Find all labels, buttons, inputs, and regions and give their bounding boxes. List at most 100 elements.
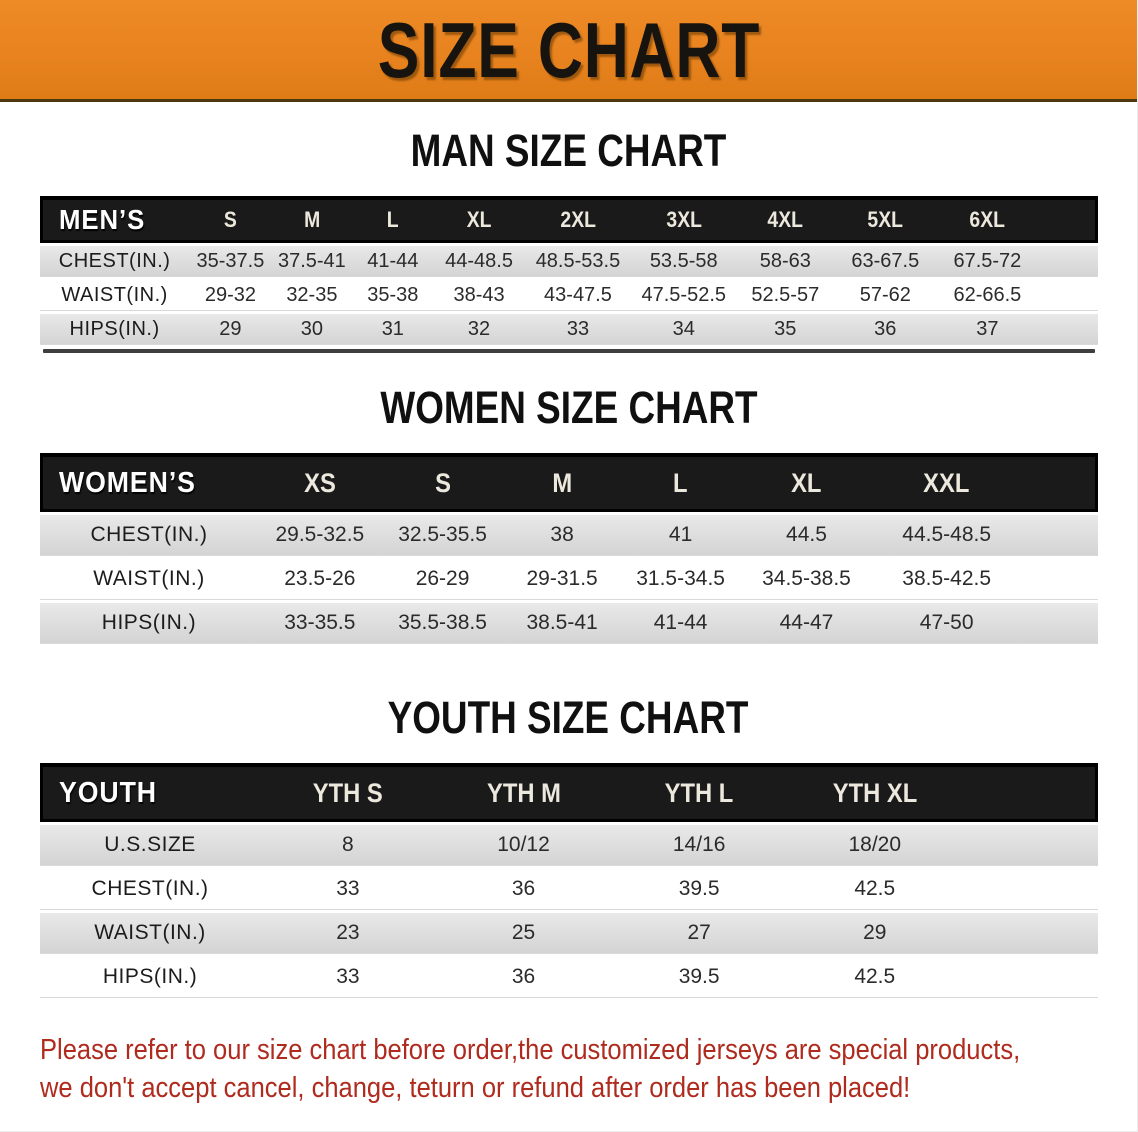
spacer-cell — [1020, 515, 1098, 556]
women-size-col: XL — [740, 453, 873, 512]
table-cell: 58-63 — [736, 246, 835, 277]
table-cell: 26-29 — [381, 559, 504, 600]
banner-title: SIZE CHART — [377, 5, 760, 94]
table-row: CHEST(IN.) 35-37.5 37.5-41 41-44 44-48.5… — [40, 246, 1098, 277]
men-section-title-text: MAN SIZE CHART — [410, 125, 727, 176]
spacer-cell — [1038, 314, 1098, 345]
table-cell: 38 — [503, 515, 621, 556]
youth-section-title-text: YOUTH SIZE CHART — [388, 692, 749, 743]
table-cell: 41-44 — [620, 603, 741, 644]
row-label: WAIST(IN.) — [40, 559, 258, 600]
table-row: CHEST(IN.) 33 36 39.5 42.5 — [40, 869, 1098, 910]
table-row: WAIST(IN.) 23.5-26 26-29 29-31.5 31.5-34… — [40, 559, 1098, 600]
table-cell: 35-38 — [352, 280, 434, 311]
women-size-col: M — [503, 453, 621, 512]
spacer-cell — [1038, 196, 1098, 243]
disclaimer-line-2: we don't accept cancel, change, teturn o… — [40, 1072, 911, 1105]
table-cell: 38.5-41 — [503, 603, 621, 644]
disclaimer-text: Please refer to our size chart before or… — [40, 1031, 1137, 1108]
table-cell: 33 — [260, 957, 436, 998]
table-cell: 29 — [786, 913, 963, 954]
table-row: CHEST(IN.) 29.5-32.5 32.5-35.5 38 41 44.… — [40, 515, 1098, 556]
spacer-cell — [1020, 603, 1098, 644]
table-cell: 23 — [260, 913, 436, 954]
spacer-cell — [962, 869, 1098, 910]
row-label: WAIST(IN.) — [40, 913, 261, 954]
men-size-table: MEN’S S M L XL 2XL 3XL 4XL 5XL 6XL CHEST… — [40, 193, 1098, 348]
table-row: WAIST(IN.) 23 25 27 29 — [40, 913, 1098, 954]
table-cell: 53.5-58 — [631, 246, 737, 277]
table-cell: 38-43 — [433, 280, 525, 311]
men-size-col: L — [352, 196, 434, 243]
women-size-table: WOMEN’S XS S M L XL XXL CHEST(IN.) 29.5-… — [40, 450, 1098, 647]
table-cell: 35-37.5 — [189, 246, 272, 277]
table-cell: 52.5-57 — [736, 280, 835, 311]
table-cell: 43-47.5 — [524, 280, 632, 311]
banner: SIZE CHART — [0, 0, 1137, 102]
youth-table-header-row: YOUTH YTH S YTH M YTH L YTH XL — [40, 763, 1098, 822]
table-cell: 67.5-72 — [936, 246, 1039, 277]
table-row: U.S.SIZE 8 10/12 14/16 18/20 — [40, 825, 1098, 866]
table-cell: 36 — [834, 314, 937, 345]
table-row: HIPS(IN.) 33-35.5 35.5-38.5 38.5-41 41-4… — [40, 603, 1098, 644]
table-cell: 57-62 — [834, 280, 937, 311]
men-table-header-row: MEN’S S M L XL 2XL 3XL 4XL 5XL 6XL — [40, 196, 1098, 243]
table-cell: 32 — [433, 314, 525, 345]
spacer-cell — [1020, 453, 1098, 512]
table-cell: 36 — [435, 957, 612, 998]
table-cell: 29-32 — [189, 280, 272, 311]
table-cell: 29 — [189, 314, 272, 345]
table-row: HIPS(IN.) 29 30 31 32 33 34 35 36 37 — [40, 314, 1098, 345]
row-label: HIPS(IN.) — [40, 957, 261, 998]
table-cell: 31 — [352, 314, 434, 345]
row-label: HIPS(IN.) — [40, 314, 190, 345]
youth-size-col: YTH L — [611, 763, 787, 822]
table-cell: 48.5-53.5 — [524, 246, 632, 277]
women-size-col: XS — [257, 453, 382, 512]
table-row: WAIST(IN.) 29-32 32-35 35-38 38-43 43-47… — [40, 280, 1098, 311]
row-label: U.S.SIZE — [40, 825, 261, 866]
youth-size-col: YTH S — [260, 763, 436, 822]
men-size-col: 2XL — [524, 196, 632, 243]
table-cell: 42.5 — [786, 957, 963, 998]
table-cell: 31.5-34.5 — [620, 559, 741, 600]
men-size-col: M — [271, 196, 353, 243]
table-cell: 33 — [524, 314, 632, 345]
table-cell: 44.5-48.5 — [872, 515, 1021, 556]
table-cell: 25 — [435, 913, 612, 954]
table-cell: 44.5 — [740, 515, 873, 556]
table-cell: 23.5-26 — [257, 559, 382, 600]
table-cell: 29-31.5 — [503, 559, 621, 600]
table-cell: 63-67.5 — [834, 246, 937, 277]
men-table-underline — [43, 349, 1095, 353]
table-cell: 47-50 — [872, 603, 1021, 644]
table-cell: 35.5-38.5 — [381, 603, 504, 644]
row-label: HIPS(IN.) — [40, 603, 258, 644]
women-size-col: S — [381, 453, 504, 512]
men-size-col: 4XL — [736, 196, 835, 243]
table-cell: 44-47 — [740, 603, 873, 644]
table-cell: 41-44 — [352, 246, 434, 277]
men-size-col: 6XL — [936, 196, 1039, 243]
men-corner-label: MEN’S — [59, 204, 146, 235]
spacer-cell — [962, 763, 1098, 822]
men-size-col: 3XL — [631, 196, 737, 243]
table-cell: 34.5-38.5 — [740, 559, 873, 600]
men-table-corner: MEN’S — [40, 196, 190, 243]
men-section-title: MAN SIZE CHART — [0, 128, 1137, 173]
table-cell: 62-66.5 — [936, 280, 1039, 311]
table-cell: 8 — [260, 825, 436, 866]
men-size-col: XL — [433, 196, 525, 243]
spacer-cell — [1038, 246, 1098, 277]
youth-corner-label: YOUTH — [59, 776, 157, 809]
table-cell: 30 — [271, 314, 353, 345]
table-cell: 41 — [620, 515, 741, 556]
table-cell: 34 — [631, 314, 737, 345]
spacer-cell — [962, 913, 1098, 954]
row-label: CHEST(IN.) — [40, 869, 261, 910]
spacer-cell — [1038, 280, 1098, 311]
women-section-title: WOMEN SIZE CHART — [0, 385, 1137, 430]
table-cell: 37.5-41 — [271, 246, 353, 277]
women-size-col: L — [620, 453, 741, 512]
